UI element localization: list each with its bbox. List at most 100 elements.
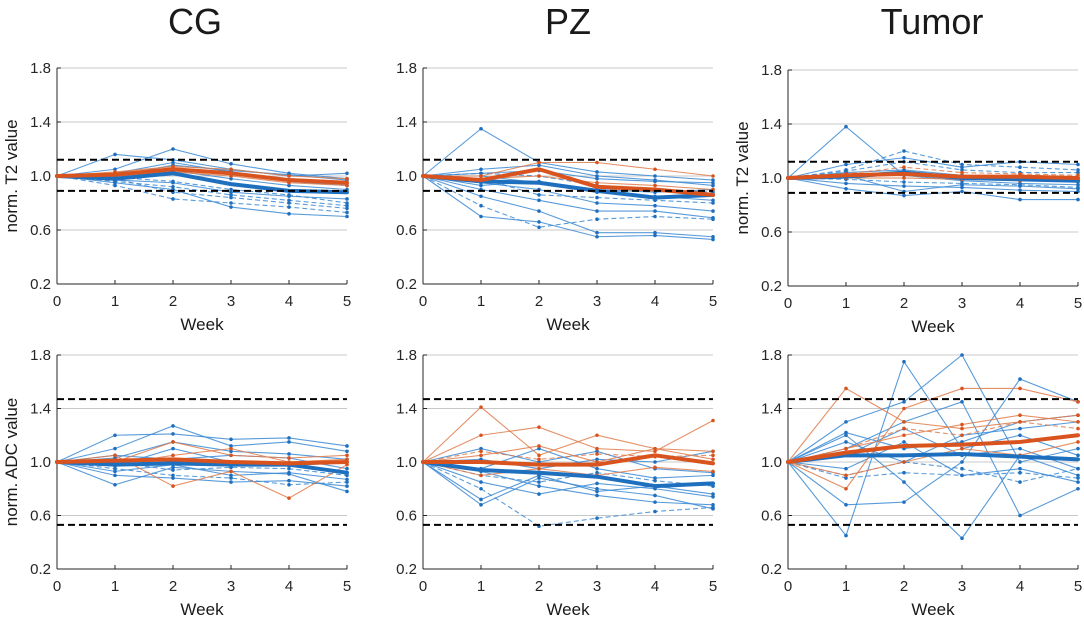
data-point-orange [537,453,541,458]
x-tick-label: 3 [958,295,966,312]
data-point-blue [711,492,715,496]
data-point-blue [113,473,117,478]
column-title-pz: PZ [545,1,591,42]
panel-tumor-adc: 0.2 0.6 1.0 1.4 1.8 0 1 2 3 4 5 Week [761,347,1082,619]
data-point-blue [595,466,599,471]
data-point-blue [1018,446,1022,451]
data-point-orange [595,160,599,165]
data-point-blue [287,198,291,203]
series-line-blue [787,177,1079,193]
data-point-blue [960,165,964,169]
data-point-orange [960,422,964,427]
data-point-orange [844,486,848,491]
data-point-blue [902,184,906,188]
x-tick-label: 1 [477,293,485,310]
data-point-blue [479,480,483,484]
y-tick-label: 1.8 [30,60,51,77]
panel-tumor-t2: 0.2 0.6 1.0 1.4 1.8 0 1 2 3 4 5 Week norm. T2 value [733,62,1082,336]
data-point-blue [1076,486,1080,491]
data-point-orange [653,167,657,172]
data-point-blue [229,187,233,192]
series-line-blue [787,441,1079,483]
x-tick-label: 2 [169,578,177,595]
series-line-blue [422,175,714,228]
data-point-blue [113,152,117,157]
y-tick-label: 1.4 [761,401,782,418]
data-point-blue [653,174,657,178]
data-point-blue [1018,460,1022,464]
series-line-blue [422,461,714,498]
data-point-orange [479,453,483,458]
data-point-blue [902,180,906,184]
data-point-blue [844,433,848,438]
data-point-blue [171,147,175,151]
data-point-orange [902,420,906,424]
data-point-orange [171,440,175,444]
y-tick-label: 1.0 [396,168,417,185]
data-point-blue [171,476,175,480]
mean-blue-line [786,451,1080,464]
data-point-blue [287,183,291,188]
series-line-blue [56,461,348,480]
data-point-blue [902,400,906,404]
data-point-orange [1076,426,1080,431]
x-tick-label: 5 [343,578,351,595]
data-point-orange [171,453,175,458]
column-title-tumor: Tumor [881,1,984,42]
data-point-blue [960,460,964,464]
data-point-blue [171,446,175,451]
y-tick-label: 0.6 [761,224,782,241]
data-point-orange [1076,420,1080,424]
mean-orange-line [786,171,1080,180]
mean-blue-line [55,171,349,195]
data-point-blue [287,440,291,444]
series-line-blue [422,175,714,238]
data-point-blue [537,198,541,203]
series-line-blue [56,461,348,487]
data-point-blue [537,193,541,197]
data-point-blue [229,480,233,484]
y-tick-label: 1.4 [396,401,417,418]
data-point-orange [345,453,349,458]
data-point-blue [711,178,715,182]
data-point-blue [960,353,964,357]
data-point-blue [537,209,541,213]
data-point-blue [595,481,599,486]
data-point-blue [1018,466,1022,471]
data-point-orange [711,449,715,454]
x-tick-label: 1 [842,295,850,312]
data-point-orange [960,446,964,451]
data-point-orange [287,496,291,500]
data-point-blue [844,430,848,435]
data-point-orange [171,484,175,488]
data-point-blue [844,181,848,186]
data-point-blue [595,176,599,181]
data-point-blue [479,446,483,451]
data-point-orange [902,406,906,411]
data-point-blue [1076,480,1080,484]
data-point-blue [711,494,715,499]
data-point-blue [902,440,906,444]
series-line-blue [787,360,1079,537]
data-point-blue [960,182,964,187]
data-point-blue [1018,165,1022,169]
data-point-blue [653,500,657,504]
data-point-blue [595,457,599,462]
data-point-blue [1018,377,1022,381]
data-point-blue [595,516,599,520]
y-tick-label: 1.0 [761,170,782,187]
data-point-blue [229,176,233,181]
y-tick-label: 1.8 [30,347,51,364]
x-tick-label: 5 [709,293,717,310]
y-tick-label: 0.6 [30,222,51,239]
x-axis-label: Week [546,600,590,619]
data-point-orange [1076,400,1080,404]
data-point-blue [902,149,906,153]
data-point-blue [844,124,848,129]
data-point-blue [537,480,541,484]
data-point-blue [711,503,715,507]
data-point-orange [229,453,233,458]
data-point-blue [345,466,349,471]
